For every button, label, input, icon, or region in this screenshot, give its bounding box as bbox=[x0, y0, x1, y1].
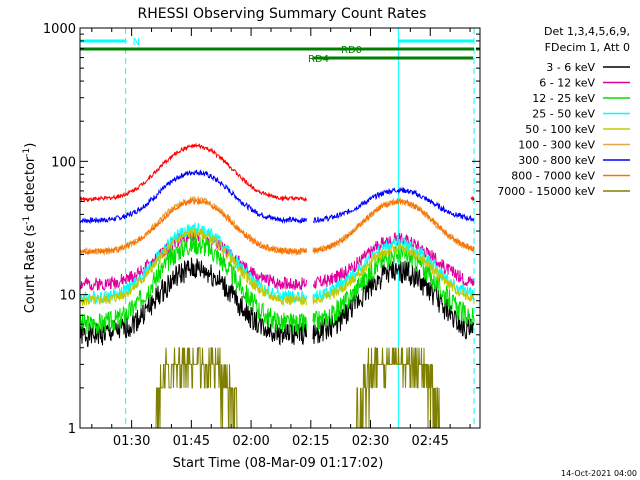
legend-items: 3 - 6 keV 6 - 12 keV 12 - 25 keV 25 - 50 ke… bbox=[497, 61, 630, 198]
x-tick-label: 02:00 bbox=[232, 434, 269, 449]
x-tick-label: 02:45 bbox=[411, 434, 448, 449]
legend-label: 6 - 12 keV bbox=[539, 77, 595, 90]
footer-date: 14-Oct-2021 04:00 bbox=[561, 469, 637, 478]
legend-label: 50 - 100 keV bbox=[525, 123, 595, 136]
legend-header-2: FDecim 1, Att 0 bbox=[545, 41, 630, 54]
flag-label: RD0 bbox=[341, 45, 362, 56]
y-tick-label: 100 bbox=[51, 155, 76, 170]
plot-frame bbox=[79, 27, 481, 429]
flag-label: RD4 bbox=[308, 54, 329, 65]
series-line bbox=[79, 227, 475, 307]
x-tick-label: 01:45 bbox=[173, 434, 210, 449]
y-axis: 1 10 100 1000 bbox=[43, 22, 480, 437]
chart-title: RHESSI Observing Summary Count Rates bbox=[138, 6, 427, 22]
y-axis-label-mid: detector bbox=[23, 156, 38, 216]
series-line bbox=[79, 169, 475, 225]
legend-label: 3 - 6 keV bbox=[546, 61, 595, 74]
series-line bbox=[79, 235, 475, 335]
legend-label: 7000 - 15000 keV bbox=[497, 185, 595, 198]
x-axis-label: Start Time (08-Mar-09 01:17:02) bbox=[173, 456, 384, 471]
flag-label: N bbox=[133, 37, 140, 48]
x-tick-label: 02:15 bbox=[292, 434, 329, 449]
y-axis-label-main: Count Rate (s bbox=[23, 225, 38, 314]
legend-label: 12 - 25 keV bbox=[532, 92, 595, 105]
y-tick-label: 10 bbox=[59, 289, 76, 304]
series-line bbox=[79, 142, 475, 203]
y-axis-label: Count Rate (s-1 detector-1) bbox=[22, 143, 38, 314]
x-tick-label: 02:30 bbox=[352, 434, 389, 449]
legend: Det 1,3,4,5,6,9, FDecim 1, Att 0 3 - 6 k… bbox=[497, 25, 630, 198]
legend-label: 800 - 7000 keV bbox=[511, 170, 595, 183]
y-tick-label: 1 bbox=[68, 422, 76, 437]
legend-label: 25 - 50 keV bbox=[532, 108, 595, 121]
legend-label: 100 - 300 keV bbox=[518, 139, 595, 152]
legend-label: 300 - 800 keV bbox=[518, 154, 595, 167]
series-line bbox=[80, 347, 474, 429]
y-axis-label-sup2: -1 bbox=[22, 148, 32, 157]
y-axis-label-end: ) bbox=[23, 143, 38, 148]
series-line bbox=[79, 197, 475, 256]
y-axis-label-sup1: -1 bbox=[22, 216, 32, 225]
legend-header-1: Det 1,3,4,5,6,9, bbox=[544, 25, 630, 38]
x-axis: 01:30 01:45 02:00 02:15 02:30 02:45 bbox=[91, 28, 471, 449]
series-line bbox=[79, 257, 475, 347]
plot-area: N RD0 RD4 bbox=[79, 28, 480, 429]
x-tick-label: 01:30 bbox=[113, 434, 150, 449]
y-tick-label: 1000 bbox=[43, 22, 76, 37]
